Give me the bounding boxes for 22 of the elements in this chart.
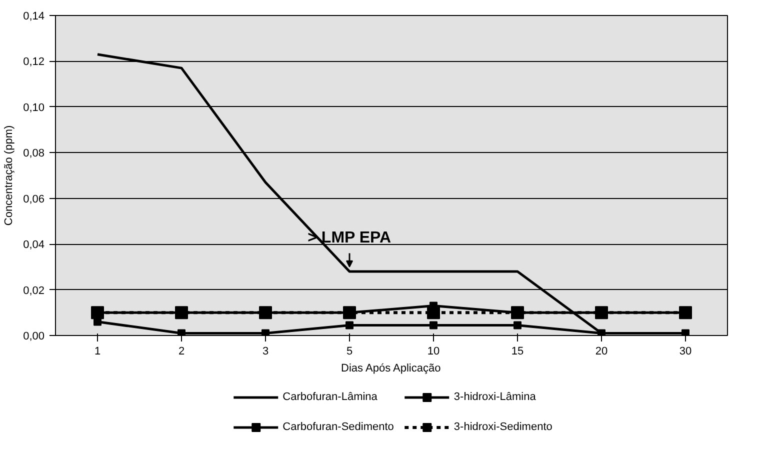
y-tick-label: 0,02 bbox=[23, 284, 45, 297]
y-tick-label: 0,10 bbox=[23, 102, 45, 114]
legend-label: 3-hidroxi-Lâmina bbox=[454, 391, 536, 403]
x-tick-label: 10 bbox=[427, 346, 440, 358]
x-tick-label: 1 bbox=[94, 346, 101, 358]
x-tick-label: 30 bbox=[679, 346, 692, 358]
y-tick-label: 0,06 bbox=[23, 193, 45, 206]
y-tick-label: 0,08 bbox=[23, 148, 45, 160]
x-axis-title: Dias Após Aplicação bbox=[341, 362, 441, 374]
legend-label: Carbofuran-Sedimento bbox=[282, 421, 394, 433]
y-tick-label: 0,04 bbox=[23, 239, 45, 252]
legend-label: 3-hidroxi-Sedimento bbox=[454, 421, 552, 433]
legend-label: Carbofuran-Lâmina bbox=[282, 391, 378, 403]
x-tick-label: 2 bbox=[178, 346, 185, 358]
x-tick-label: 3 bbox=[262, 346, 269, 358]
y-tick-label: 0,14 bbox=[23, 10, 45, 22]
y-tick-label: 0,12 bbox=[23, 56, 45, 68]
x-tick-label: 5 bbox=[346, 346, 353, 358]
x-tick-label: 15 bbox=[511, 346, 524, 358]
y-axis-title: Concentração (ppm) bbox=[3, 125, 16, 226]
x-tick-label: 20 bbox=[595, 346, 608, 358]
y-tick-label: 0,00 bbox=[23, 330, 45, 342]
